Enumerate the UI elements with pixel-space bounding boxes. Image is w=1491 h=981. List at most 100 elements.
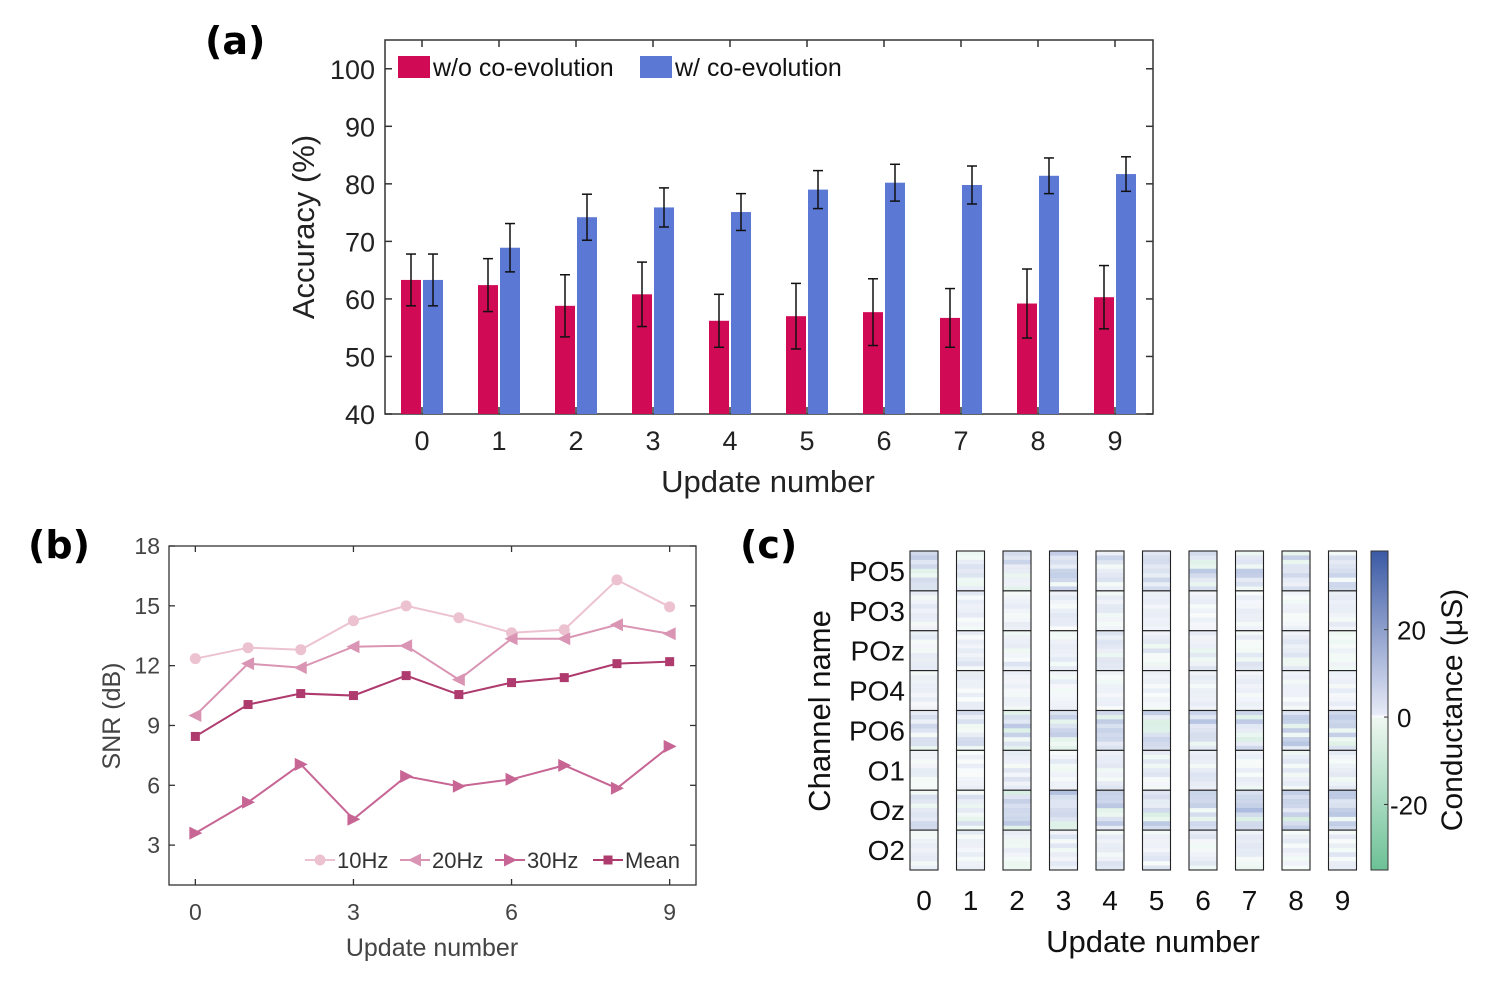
heatmap-texture xyxy=(1049,838,1078,844)
heatmap-texture xyxy=(1003,803,1031,809)
heatmap-texture xyxy=(910,776,938,782)
x-tick-label: 2 xyxy=(568,426,583,456)
heatmap-cell xyxy=(1188,630,1218,672)
heatmap-texture xyxy=(1328,670,1357,676)
heatmap-texture xyxy=(956,861,985,866)
heatmap-texture xyxy=(1282,657,1310,663)
heatmap-texture xyxy=(1142,732,1171,738)
heatmap-texture xyxy=(1096,825,1124,831)
data-point-mean xyxy=(612,659,622,669)
heatmap-texture xyxy=(1049,781,1078,787)
heatmap-texture xyxy=(1142,794,1171,800)
heatmap-texture xyxy=(1328,776,1357,782)
heatmap-texture xyxy=(1328,648,1357,654)
heatmap-texture xyxy=(1142,688,1171,694)
heatmap-texture xyxy=(1096,741,1124,747)
heatmap-texture xyxy=(1328,768,1357,773)
heatmap-texture xyxy=(956,838,985,844)
heatmap-texture xyxy=(1003,573,1031,578)
heatmap-texture xyxy=(1049,670,1078,676)
heatmap-texture xyxy=(1235,759,1264,764)
heatmap-texture xyxy=(1142,595,1171,601)
heatmap-texture xyxy=(1328,807,1357,813)
heatmap-texture xyxy=(1142,710,1171,716)
heatmap-texture xyxy=(1235,732,1264,738)
heatmap-texture xyxy=(1142,697,1171,702)
heatmap-texture xyxy=(1235,821,1264,826)
heatmap-texture xyxy=(1235,564,1264,570)
heatmap-texture xyxy=(910,568,938,574)
heatmap-texture xyxy=(1003,790,1031,795)
heatmap-texture xyxy=(1235,723,1264,729)
heatmap-texture xyxy=(1003,692,1031,698)
heatmap-texture xyxy=(1003,675,1031,680)
heatmap-texture xyxy=(1096,652,1124,658)
heatmap-texture xyxy=(1189,582,1217,587)
heatmap-cell xyxy=(909,829,939,871)
data-point-20hz xyxy=(188,709,202,722)
heatmap-texture xyxy=(1282,559,1310,565)
heatmap-texture xyxy=(1235,706,1264,711)
heatmap-texture xyxy=(1328,688,1357,694)
x-tick-label: 6 xyxy=(876,426,891,456)
heatmap-texture xyxy=(1235,803,1264,809)
heatmap-texture xyxy=(1142,657,1171,663)
heatmap-texture xyxy=(1096,635,1124,640)
heatmap-texture xyxy=(1328,706,1357,711)
heatmap-texture xyxy=(1189,847,1217,853)
heatmap-texture xyxy=(1282,737,1310,742)
heatmap-texture xyxy=(1096,861,1124,866)
heatmap-texture xyxy=(1328,723,1357,729)
heatmap-texture xyxy=(956,692,985,698)
heatmap-texture xyxy=(1282,830,1310,835)
heatmap-texture xyxy=(1282,706,1310,711)
bar-with-coevolution xyxy=(1039,175,1059,414)
heatmap-texture xyxy=(1003,599,1031,605)
heatmap-cell xyxy=(1234,670,1265,712)
heatmap-texture xyxy=(1189,776,1217,782)
heatmap-texture xyxy=(1235,825,1264,831)
heatmap-texture xyxy=(1049,772,1078,778)
heatmap-texture xyxy=(1049,706,1078,711)
heatmap-texture xyxy=(1189,701,1217,707)
heatmap-texture xyxy=(1235,551,1264,556)
heatmap-texture xyxy=(1142,555,1171,561)
heatmap-texture xyxy=(1282,745,1310,751)
heatmap-texture xyxy=(1003,741,1031,747)
heatmap-texture xyxy=(1235,701,1264,707)
heatmap-texture xyxy=(1328,830,1357,835)
heatmap-texture xyxy=(1003,812,1031,818)
data-point-10hz xyxy=(453,612,465,624)
heatmap-cell-border xyxy=(1327,829,1358,871)
colorbar-title: Conductance (μS) xyxy=(1436,589,1469,831)
heatmap-texture xyxy=(1328,564,1357,570)
data-point-20hz xyxy=(346,640,360,654)
heatmap-texture xyxy=(1003,613,1031,618)
heatmap-texture xyxy=(1003,595,1031,601)
heatmap-cell xyxy=(1002,630,1032,672)
heatmap-texture xyxy=(1328,719,1357,725)
heatmap-texture xyxy=(956,741,985,747)
row-label: PO5 xyxy=(849,556,905,587)
series-line-30hz xyxy=(194,745,671,835)
heatmap-texture xyxy=(1049,790,1078,795)
heatmap-texture xyxy=(1328,714,1357,720)
column-label: 1 xyxy=(963,885,979,916)
heatmap-texture xyxy=(910,701,938,707)
heatmap-texture xyxy=(1142,852,1171,858)
heatmap-texture xyxy=(956,821,985,826)
heatmap-texture xyxy=(1142,812,1171,818)
heatmap-texture xyxy=(1049,621,1078,627)
heatmap-texture xyxy=(1003,621,1031,627)
heatmap-texture xyxy=(1282,728,1310,733)
heatmap-texture xyxy=(1096,799,1124,804)
heatmap-texture xyxy=(1003,838,1031,844)
heatmap-texture xyxy=(910,750,938,756)
heatmap-texture xyxy=(956,852,985,858)
heatmap-texture xyxy=(1096,555,1124,561)
heatmap-texture xyxy=(1282,648,1310,654)
heatmap-texture xyxy=(910,759,938,764)
heatmap-texture xyxy=(956,683,985,689)
heatmap-texture xyxy=(1282,688,1310,694)
heatmap-cell xyxy=(1048,630,1079,672)
